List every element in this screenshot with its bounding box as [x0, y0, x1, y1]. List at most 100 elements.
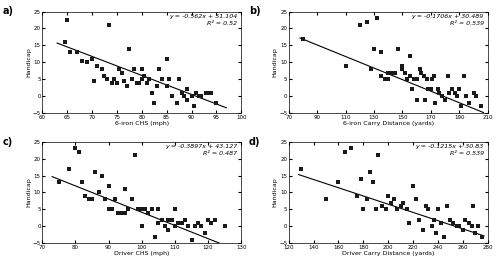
Point — [90, 79, 98, 83]
Point — [178, 221, 186, 225]
Point — [82, 194, 90, 198]
Point — [154, 221, 162, 225]
Point — [384, 70, 392, 75]
Point — [428, 224, 436, 229]
Point — [422, 77, 430, 81]
Point — [142, 80, 150, 85]
Text: b): b) — [249, 7, 260, 17]
Point — [154, 207, 162, 211]
Point — [205, 91, 213, 95]
Point — [84, 197, 92, 201]
Point — [409, 184, 417, 188]
Point — [212, 101, 220, 105]
Point — [466, 101, 473, 105]
Point — [165, 77, 173, 81]
Point — [431, 101, 439, 105]
Point — [180, 94, 188, 98]
Point — [210, 218, 218, 222]
Text: c): c) — [2, 136, 12, 146]
Point — [192, 91, 200, 95]
Point — [121, 211, 129, 215]
Point — [162, 84, 170, 88]
Point — [204, 218, 212, 222]
Point — [422, 204, 430, 208]
Point — [476, 104, 484, 109]
Point — [430, 74, 438, 78]
Point — [116, 67, 124, 71]
X-axis label: 6-iron Carry Distance (yards): 6-iron Carry Distance (yards) — [342, 121, 434, 126]
Y-axis label: Handicap: Handicap — [273, 178, 278, 207]
Point — [101, 197, 109, 201]
Point — [367, 67, 375, 71]
Point — [66, 50, 74, 54]
Point — [184, 224, 192, 229]
Point — [399, 200, 407, 205]
Point — [131, 153, 139, 157]
Point — [462, 218, 469, 222]
Point — [195, 94, 203, 98]
Point — [94, 190, 102, 195]
Point — [188, 238, 196, 242]
Point — [448, 87, 456, 92]
Y-axis label: Handicap: Handicap — [273, 48, 278, 77]
Point — [406, 53, 413, 58]
Point — [128, 197, 136, 201]
Point — [201, 231, 209, 235]
Point — [360, 207, 368, 211]
Point — [412, 77, 420, 81]
Point — [98, 67, 106, 71]
Point — [190, 104, 198, 109]
X-axis label: Driver Carry Distance (yards): Driver Carry Distance (yards) — [342, 251, 434, 256]
Point — [452, 94, 460, 98]
Point — [468, 224, 475, 229]
Point — [108, 80, 116, 85]
Point — [378, 204, 386, 208]
Point — [140, 74, 148, 78]
Point — [410, 77, 418, 81]
X-axis label: 6-iron CHS (mph): 6-iron CHS (mph) — [114, 121, 169, 126]
Point — [138, 67, 145, 71]
Point — [181, 218, 189, 222]
Point — [98, 173, 106, 178]
Point — [392, 70, 400, 75]
Point — [334, 180, 342, 184]
Point — [164, 218, 172, 222]
Point — [104, 207, 112, 211]
Point — [198, 224, 205, 229]
Point — [141, 207, 149, 211]
Point — [148, 91, 156, 95]
Point — [372, 207, 380, 211]
Point — [168, 94, 175, 98]
Point — [398, 64, 406, 68]
Point — [72, 146, 80, 150]
Point — [299, 37, 307, 41]
Text: a): a) — [2, 7, 14, 17]
Point — [434, 87, 442, 92]
Point — [412, 197, 420, 201]
Point — [465, 221, 473, 225]
Point — [182, 87, 190, 92]
Point — [462, 94, 470, 98]
Point — [118, 70, 126, 75]
Point — [194, 221, 202, 225]
Point — [449, 221, 457, 225]
Point — [118, 211, 126, 215]
Point — [138, 77, 145, 81]
Text: y = -0.3897x + 43.127
R² = 0.487: y = -0.3897x + 43.127 R² = 0.487 — [165, 144, 238, 156]
Point — [121, 187, 129, 191]
Point — [126, 47, 134, 51]
Point — [322, 197, 330, 201]
Point — [151, 234, 159, 239]
Point — [374, 153, 382, 157]
Point — [382, 207, 390, 211]
Point — [113, 80, 121, 85]
Text: y = -0.1706x + 30.489
R² = 0.539: y = -0.1706x + 30.489 R² = 0.539 — [412, 14, 484, 26]
Point — [178, 91, 186, 95]
Point — [442, 204, 450, 208]
Point — [459, 227, 467, 232]
Point — [191, 224, 199, 229]
Point — [145, 77, 153, 81]
Point — [384, 77, 392, 81]
Point — [162, 57, 170, 61]
Point — [198, 94, 205, 98]
